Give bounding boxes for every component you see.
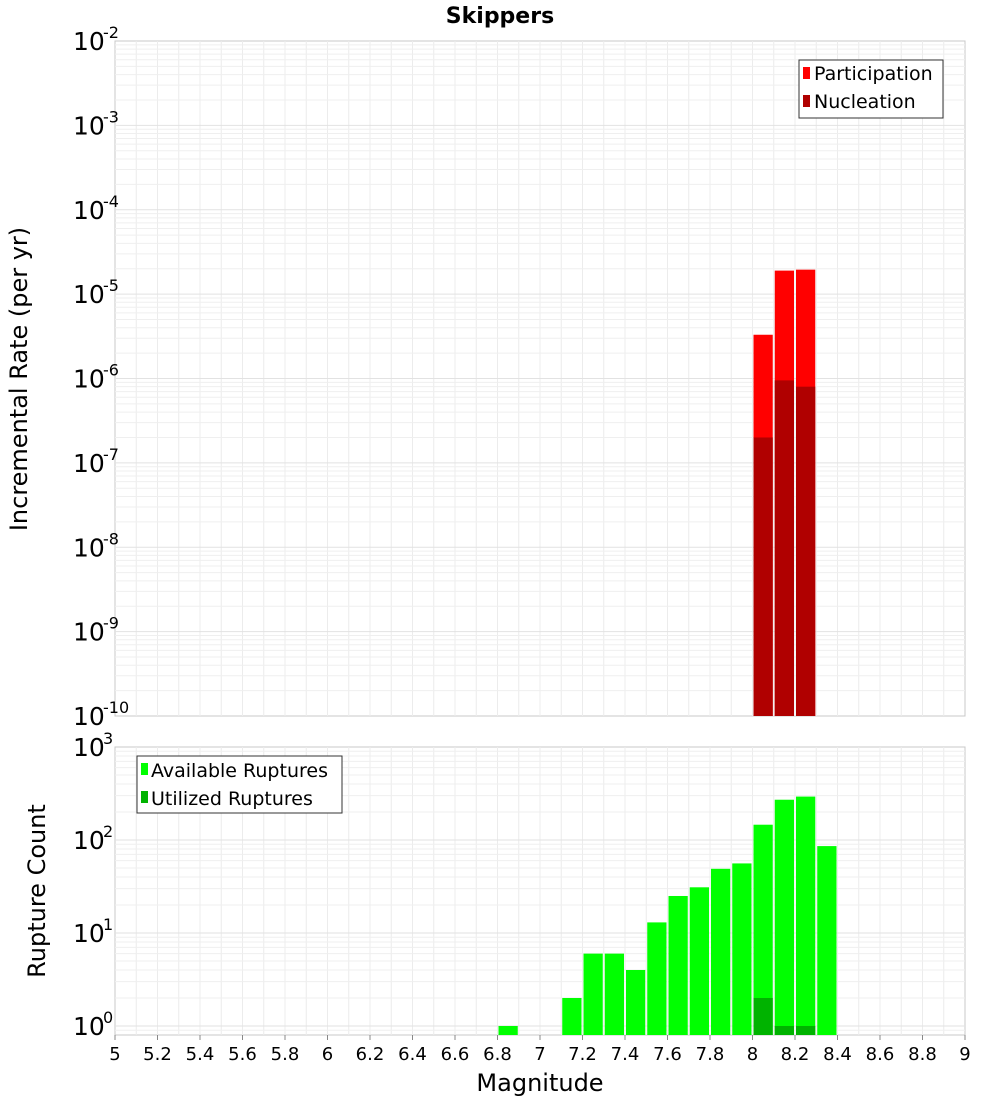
x-tick-label: 7.2 — [568, 1044, 597, 1065]
participation-legend-label: Participation — [814, 63, 933, 85]
x-tick-label: 8.6 — [866, 1044, 895, 1065]
count-y-tick-label: 10 — [73, 733, 105, 762]
rate-y-axis-label: Incremental Rate (per yr) — [5, 227, 33, 531]
x-tick-label: 5.6 — [228, 1044, 257, 1065]
rate-y-tick-exponent: -6 — [103, 361, 119, 380]
x-tick-label: 8.4 — [823, 1044, 852, 1065]
count-legend-box — [136, 755, 343, 814]
count-bar-series1 — [562, 997, 582, 1035]
count-bar-series1 — [817, 846, 837, 1035]
count-bar-series1 — [626, 969, 646, 1035]
x-tick-label: 6.4 — [398, 1044, 427, 1065]
rate-bar-series2 — [774, 380, 794, 716]
x-tick-label: 5.4 — [186, 1044, 215, 1065]
rate-bars — [753, 269, 816, 716]
x-tick-labels: 5 5.2 5.4 5.6 5.8 6 6.2 6.4 6.6 6.8 7 7.2 7.4 7.6 7.8 8… — [109, 1035, 971, 1065]
x-tick-label: 8 — [747, 1044, 758, 1065]
rate-y-tick-label: 10 — [73, 618, 105, 647]
rate-y-tick-exponent: -9 — [103, 614, 119, 633]
count-bar-series2 — [753, 997, 773, 1035]
rate-y-tick-exponent: -10 — [103, 698, 129, 717]
count-bar-series1 — [647, 922, 667, 1035]
count-y-tick-exponent: 2 — [103, 822, 113, 841]
x-tick-label: 7.6 — [653, 1044, 682, 1065]
count-bar-series1 — [711, 868, 731, 1035]
x-tick-label: 5 — [109, 1044, 120, 1065]
count-bar-series1 — [668, 895, 688, 1035]
rate-y-tick-label: 10 — [73, 533, 105, 562]
rate-y-tick-label: 10 — [73, 365, 105, 394]
count-bars — [498, 796, 837, 1035]
x-tick-label: 8.8 — [908, 1044, 937, 1065]
nucleation-legend-label: Nucleation — [814, 91, 916, 113]
rate-y-tick-exponent: -7 — [103, 445, 119, 464]
x-tick-label: 6.8 — [483, 1044, 512, 1065]
rate-bar-series2 — [796, 386, 816, 716]
count-bar-series1 — [689, 887, 709, 1035]
available-legend-swatch — [141, 763, 148, 775]
rate-y-tick-exponent: -2 — [103, 23, 119, 42]
utilized-legend-swatch — [141, 791, 148, 803]
utilized-legend-label: Utilized Ruptures — [151, 788, 313, 810]
x-tick-label: 7.4 — [611, 1044, 640, 1065]
rate-y-tick-exponent: -4 — [103, 192, 119, 211]
nucleation-legend-swatch — [803, 95, 810, 107]
rate-y-tick-exponent: -3 — [103, 107, 119, 126]
chart-title: Skippers — [446, 4, 554, 29]
count-y-axis-label: Rupture Count — [23, 804, 51, 978]
count-y-tick-exponent: 3 — [103, 729, 113, 748]
x-tick-label: 8.2 — [781, 1044, 810, 1065]
count-bar-series1 — [604, 953, 624, 1035]
count-bar-series1 — [498, 1025, 518, 1035]
rate-y-tick-label: 10 — [73, 449, 105, 478]
count-legend: Available Ruptures Utilized Ruptures — [136, 755, 343, 814]
count-bar-series1 — [732, 863, 752, 1035]
rate-legend: Participation Nucleation — [798, 59, 944, 119]
x-tick-label: 7.8 — [696, 1044, 725, 1065]
count-bar-series2 — [774, 1025, 794, 1035]
participation-legend-swatch — [803, 67, 810, 79]
count-bar-series1 — [774, 799, 794, 1035]
rate-grid — [115, 41, 965, 716]
count-y-tick-label: 10 — [73, 826, 105, 855]
rate-y-tick-label: 10 — [73, 702, 105, 731]
count-y-tick-exponent: 1 — [103, 915, 113, 934]
rate-y-tick-exponent: -8 — [103, 529, 119, 548]
x-tick-label: 6 — [322, 1044, 333, 1065]
x-tick-label: 5.8 — [271, 1044, 300, 1065]
x-tick-label: 6.2 — [356, 1044, 385, 1065]
rate-bar-series2 — [753, 437, 773, 716]
available-legend-label: Available Ruptures — [151, 760, 328, 782]
rate-y-tick-label: 10 — [73, 27, 105, 56]
count-bar-series1 — [583, 953, 603, 1035]
count-bar-series1 — [753, 824, 773, 1035]
x-tick-label: 7 — [534, 1044, 545, 1065]
x-tick-label: 5.2 — [143, 1044, 172, 1065]
rate-legend-box — [798, 59, 944, 119]
rate-y-tick-label: 10 — [73, 111, 105, 140]
x-tick-label: 9 — [959, 1044, 970, 1065]
count-bar-series1 — [796, 796, 816, 1035]
count-bar-series2 — [796, 1025, 816, 1035]
rate-y-tick-exponent: -5 — [103, 276, 119, 295]
x-tick-label: 6.6 — [441, 1044, 470, 1065]
rate-y-tick-label: 10 — [73, 196, 105, 225]
count-y-tick-label: 10 — [73, 919, 105, 948]
count-y-tick-label: 10 — [73, 1012, 105, 1041]
x-axis-label: Magnitude — [476, 1069, 603, 1097]
rate-y-tick-label: 10 — [73, 280, 105, 309]
count-y-tick-exponent: 0 — [103, 1008, 113, 1027]
